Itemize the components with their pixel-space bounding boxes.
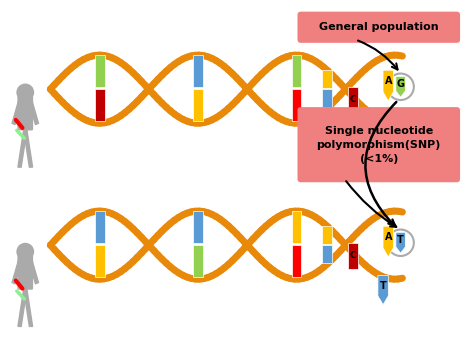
Bar bbox=[347, 243, 358, 269]
Bar bbox=[322, 89, 332, 107]
Bar bbox=[292, 211, 301, 243]
Bar bbox=[193, 245, 203, 277]
Polygon shape bbox=[383, 70, 393, 101]
FancyBboxPatch shape bbox=[18, 95, 33, 131]
Polygon shape bbox=[378, 275, 388, 305]
Bar bbox=[322, 245, 332, 263]
Polygon shape bbox=[378, 119, 388, 149]
Text: A: A bbox=[384, 232, 392, 242]
Bar bbox=[322, 226, 332, 244]
Polygon shape bbox=[396, 232, 405, 253]
Polygon shape bbox=[24, 129, 33, 167]
Text: T: T bbox=[397, 235, 404, 245]
Circle shape bbox=[17, 243, 34, 260]
Circle shape bbox=[17, 84, 34, 101]
Bar bbox=[292, 89, 301, 121]
Polygon shape bbox=[18, 288, 27, 326]
Bar bbox=[95, 245, 104, 277]
Polygon shape bbox=[29, 259, 38, 284]
Circle shape bbox=[387, 230, 414, 256]
Text: C: C bbox=[349, 251, 356, 260]
Bar bbox=[95, 89, 104, 121]
Polygon shape bbox=[24, 288, 33, 326]
Text: T: T bbox=[380, 125, 386, 135]
Text: Single nucleotide
polymorphism(SNP)
(<1%): Single nucleotide polymorphism(SNP) (<1%… bbox=[317, 126, 441, 164]
Bar bbox=[193, 55, 203, 87]
Bar bbox=[322, 70, 332, 88]
Text: T: T bbox=[380, 281, 386, 291]
FancyBboxPatch shape bbox=[18, 255, 33, 290]
Polygon shape bbox=[383, 226, 393, 257]
FancyBboxPatch shape bbox=[298, 107, 460, 182]
FancyBboxPatch shape bbox=[298, 12, 460, 43]
Text: G: G bbox=[397, 79, 405, 89]
Polygon shape bbox=[12, 259, 22, 284]
Circle shape bbox=[387, 74, 414, 100]
Bar bbox=[292, 245, 301, 277]
Bar bbox=[193, 89, 203, 121]
Bar bbox=[95, 211, 104, 243]
Bar bbox=[347, 87, 358, 113]
Polygon shape bbox=[12, 100, 22, 125]
Bar bbox=[292, 55, 301, 87]
Polygon shape bbox=[396, 76, 405, 97]
Polygon shape bbox=[29, 100, 38, 125]
Bar bbox=[193, 211, 203, 243]
Bar bbox=[95, 55, 104, 87]
Text: A: A bbox=[384, 76, 392, 86]
Text: General population: General population bbox=[319, 22, 438, 32]
Polygon shape bbox=[18, 129, 27, 167]
Text: C: C bbox=[349, 95, 356, 104]
